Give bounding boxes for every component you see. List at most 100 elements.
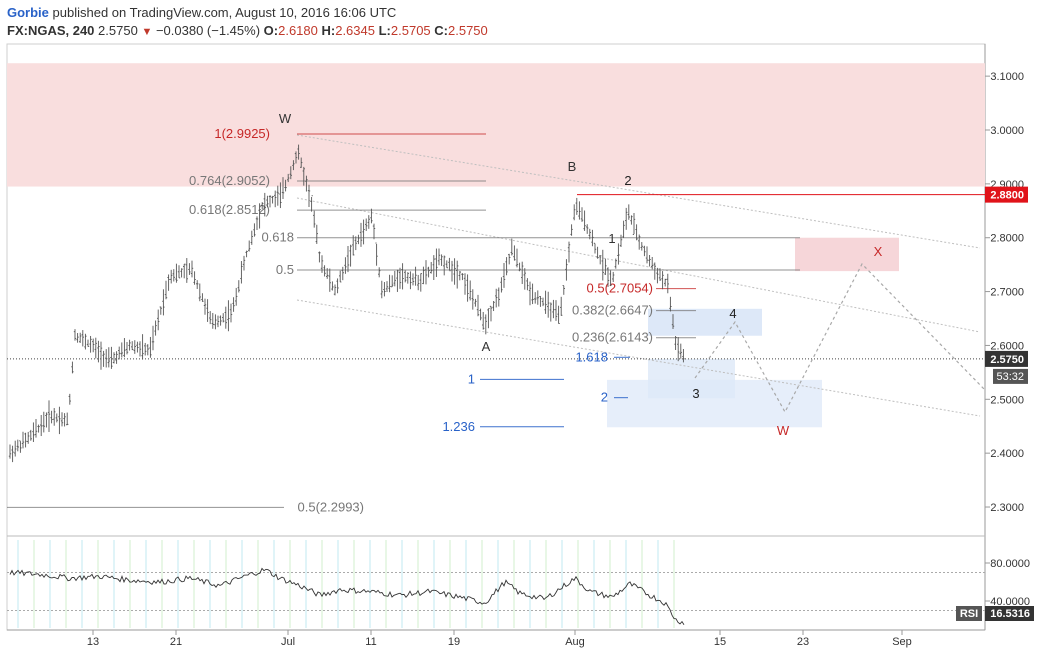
price-bar	[45, 412, 48, 428]
price-bar	[484, 314, 487, 335]
last-price-badge: 2.5750	[985, 350, 1028, 367]
price-bar	[505, 257, 508, 276]
price-bar	[396, 269, 399, 292]
channel-line-3	[296, 299, 981, 417]
publish-line: Gorbie published on TradingView.com, Aug…	[7, 4, 1007, 22]
price-bar	[141, 334, 144, 360]
wave-label-3: 1	[608, 231, 615, 246]
price-bar	[232, 297, 235, 312]
fib-label-4: 0.5	[276, 262, 294, 277]
price-bar	[627, 204, 630, 220]
fib-label-1: 0.764(2.9052)	[189, 173, 270, 188]
target-zone-4	[648, 308, 762, 336]
price-bar	[385, 281, 389, 292]
price-bar	[619, 234, 623, 248]
price-bar	[40, 414, 43, 437]
price-bar	[76, 333, 79, 343]
price-bar	[292, 160, 295, 171]
fib-label-2: 0.618(2.8512)	[189, 202, 270, 217]
price-bar	[281, 177, 285, 199]
fib-label-7: 0.236(2.6143)	[572, 330, 653, 345]
price-bar	[362, 219, 365, 245]
price-bar	[198, 283, 201, 302]
wave-label-4: 2	[624, 173, 631, 188]
rsi-tick-label-0: 80.0000	[990, 558, 1030, 570]
wave-label-5: 3	[692, 386, 699, 401]
price-bar	[258, 203, 261, 229]
price-bar	[492, 300, 495, 312]
price-bar	[118, 346, 121, 360]
price-bar	[471, 289, 474, 310]
target-zone-w	[607, 379, 822, 428]
price-tick-label-4: 2.7000	[990, 287, 1024, 299]
price-bar	[476, 294, 480, 317]
price-bar	[565, 259, 568, 281]
fib-label-10: 2	[601, 390, 608, 405]
price-bar	[21, 431, 25, 449]
price-bar	[354, 236, 357, 251]
price-bar	[328, 268, 331, 292]
price-bar	[630, 215, 633, 225]
price-bar	[614, 258, 617, 269]
price-bar	[658, 268, 662, 281]
price-bar	[388, 274, 391, 293]
price-bar	[120, 342, 123, 358]
price-bar	[513, 245, 516, 261]
rsi-line	[9, 567, 685, 625]
price-bar	[606, 267, 610, 287]
price-bar	[541, 297, 545, 307]
wave-label-1: A	[482, 339, 491, 354]
price-bar	[656, 267, 659, 284]
price-bar	[170, 269, 173, 284]
price-bar	[586, 224, 589, 234]
price-tick-label-1: 3.0000	[990, 125, 1024, 137]
price-bar	[549, 302, 552, 322]
down-arrow-icon: ▼	[141, 26, 153, 38]
price-bar	[209, 311, 212, 325]
projection-path	[694, 262, 986, 414]
price-bar	[560, 296, 563, 316]
price-bar	[188, 263, 191, 275]
price-bar	[448, 257, 451, 272]
time-tick-label-7: 23	[797, 636, 809, 648]
price-bar	[570, 224, 573, 236]
price-bar	[276, 185, 279, 206]
price-bar	[474, 298, 477, 307]
price-bar	[661, 271, 664, 290]
price-bar	[92, 338, 95, 353]
price-bar	[450, 260, 454, 282]
symbol-label[interactable]: FX:NGAS, 240	[7, 23, 95, 38]
price-bar	[357, 234, 360, 245]
price-bar	[523, 268, 526, 290]
price-bar	[310, 195, 313, 212]
price-bar	[8, 444, 12, 459]
countdown-badge-text: 53:32	[996, 371, 1024, 383]
rsi-value-badge: RSI 16.5316	[956, 606, 1034, 621]
wave-label-8: W	[777, 423, 790, 438]
time-tick-label-2: Jul	[281, 636, 295, 648]
price-bar	[679, 343, 682, 359]
price-bar	[183, 263, 186, 279]
published-text: published on TradingView.com, August 10,…	[52, 5, 397, 20]
price-bar	[502, 263, 506, 288]
price-bar	[326, 268, 329, 279]
time-tick-label-8: Sep	[892, 636, 912, 648]
price-bar	[19, 440, 22, 453]
price-bar	[193, 271, 196, 285]
price-bar	[344, 257, 347, 274]
last-badge-bg	[985, 350, 1028, 367]
price-bar	[552, 299, 555, 319]
price-bar	[50, 410, 53, 424]
price-bar	[240, 261, 243, 284]
price-bar	[253, 223, 256, 237]
author-link[interactable]: Gorbie	[7, 5, 49, 20]
price-bar	[398, 267, 402, 289]
price-bar	[651, 256, 654, 270]
price-bar	[482, 311, 485, 330]
price-bar	[671, 314, 675, 330]
price-bar	[245, 250, 248, 258]
price-bar	[47, 400, 51, 433]
price-bar	[487, 308, 490, 329]
open-label: O:	[263, 23, 279, 38]
